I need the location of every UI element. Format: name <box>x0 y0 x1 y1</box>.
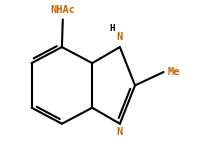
Text: N: N <box>117 127 123 137</box>
Text: NHAc: NHAc <box>50 5 75 15</box>
Text: Me: Me <box>167 67 180 77</box>
Text: N: N <box>117 32 123 42</box>
Text: H: H <box>109 24 115 33</box>
